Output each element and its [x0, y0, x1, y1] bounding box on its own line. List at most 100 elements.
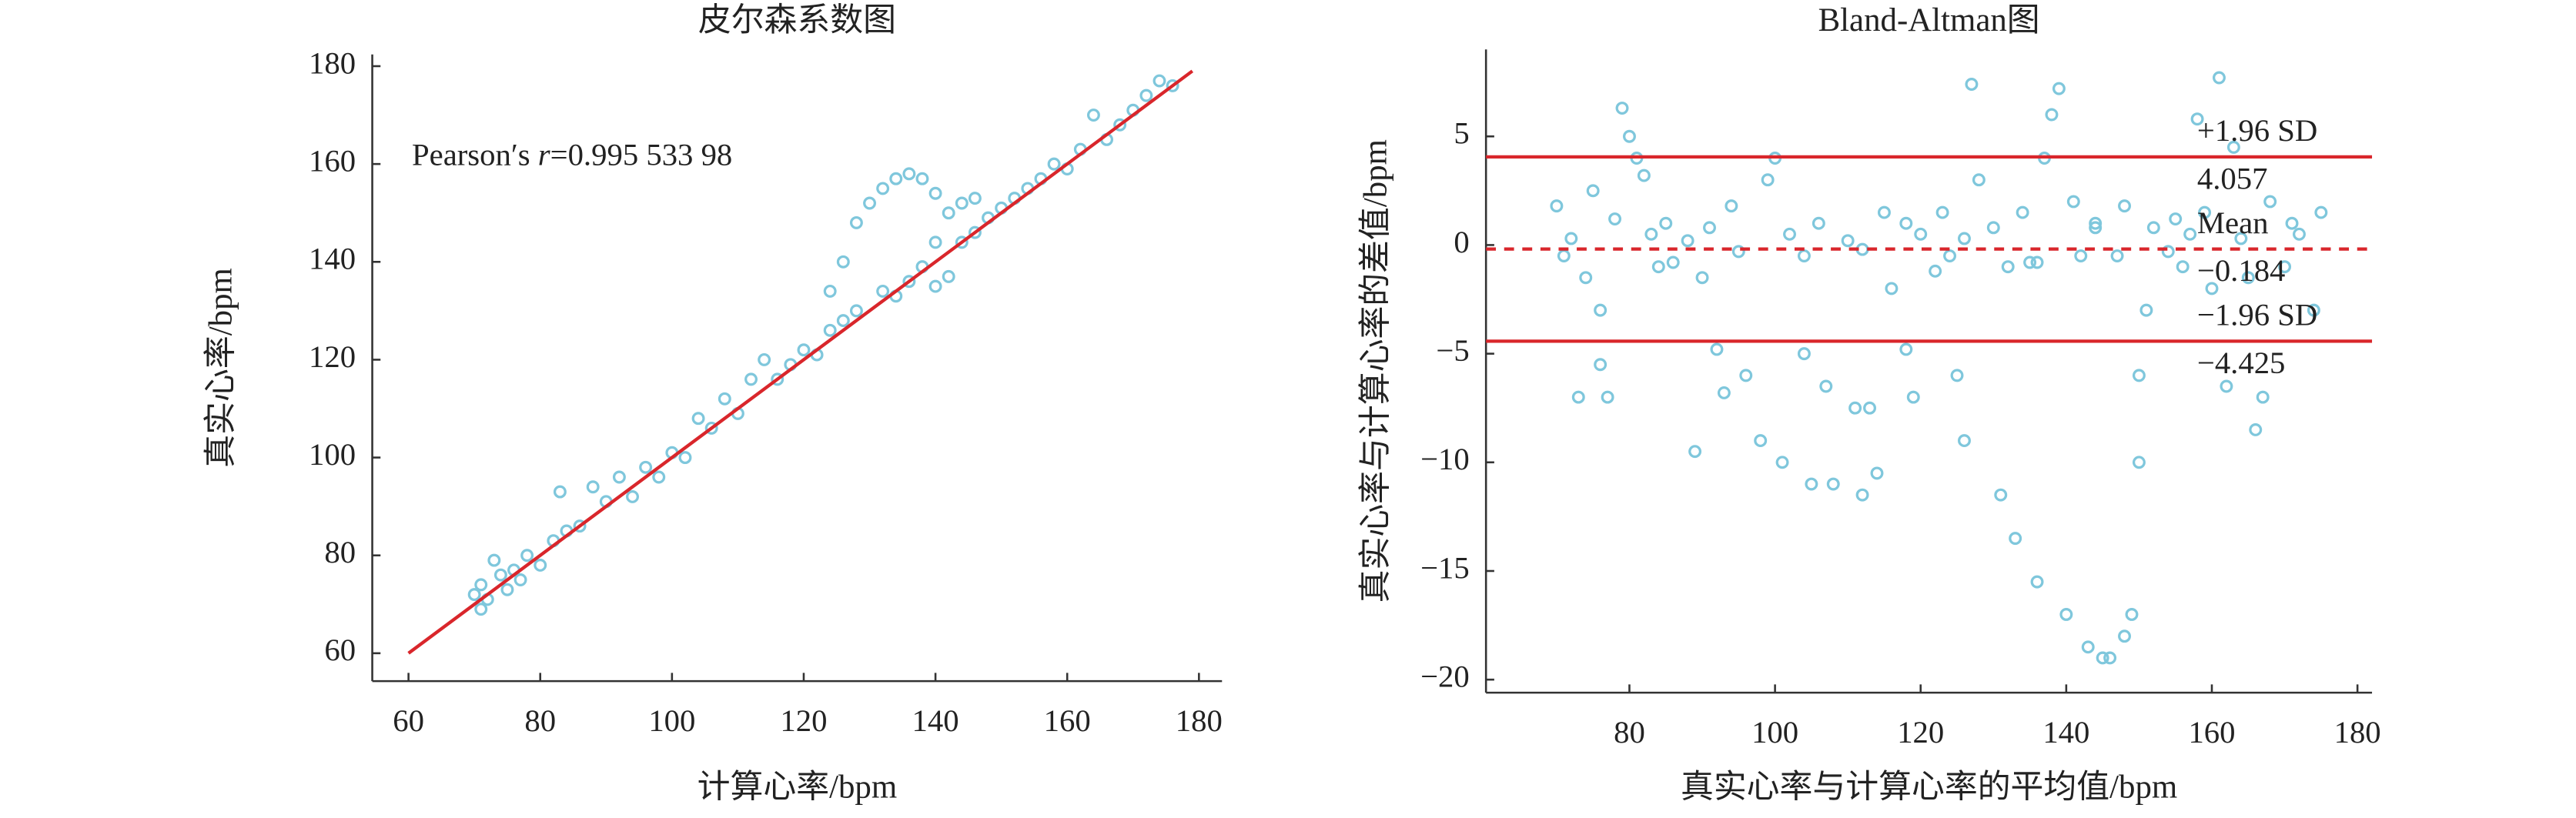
y-tick-label: 5: [1454, 116, 1469, 151]
data-point: [1899, 342, 1913, 356]
data-point: [863, 196, 876, 210]
data-point: [1586, 184, 1600, 198]
data-point: [2023, 255, 2037, 269]
x-tick-label: 160: [2188, 715, 2235, 750]
data-point: [849, 304, 863, 318]
y-tick-label: 160: [309, 143, 356, 178]
data-point: [2016, 205, 2029, 219]
data-point: [1166, 78, 1179, 92]
data-point: [2169, 212, 2183, 226]
data-point: [1754, 434, 1768, 448]
data-point: [1608, 212, 1622, 226]
data-point: [1623, 129, 1636, 143]
data-point: [2139, 303, 2153, 317]
data-point: [2256, 390, 2270, 404]
data-point: [639, 460, 653, 474]
data-point: [2030, 575, 2044, 589]
data-point: [1819, 379, 1833, 393]
data-point: [474, 578, 488, 592]
data-point: [1972, 173, 1986, 187]
data-point: [1906, 390, 1920, 404]
data-point: [2278, 260, 2292, 274]
data-point: [514, 573, 527, 586]
data-point: [2118, 629, 2131, 643]
data-point: [1717, 386, 1731, 399]
data-point: [1688, 445, 1702, 459]
data-point: [493, 568, 507, 582]
data-point: [1681, 234, 1694, 248]
x-tick-label: 180: [2334, 715, 2381, 750]
reference-value: −4.425: [2197, 346, 2286, 380]
data-point: [2030, 255, 2044, 269]
y-tick-label: −15: [1420, 550, 1470, 585]
data-point: [2132, 456, 2146, 469]
data-point: [1935, 205, 1949, 219]
x-tick-label: 100: [648, 703, 695, 738]
data-point: [1848, 401, 1862, 415]
y-tick-label: 80: [324, 535, 356, 569]
data-point: [573, 519, 587, 533]
data-point: [1943, 249, 1957, 263]
data-point: [876, 284, 890, 298]
reference-value: −0.184: [2197, 253, 2286, 288]
y-axis-label: 真实心率/bpm: [202, 268, 239, 468]
data-point: [758, 352, 771, 366]
data-point: [1731, 245, 1745, 259]
data-point: [1870, 466, 1884, 480]
data-point: [467, 588, 481, 602]
data-point: [2263, 195, 2277, 209]
data-point: [1637, 169, 1651, 182]
data-point: [2052, 82, 2066, 95]
data-point: [1783, 227, 1796, 241]
reference-name: −1.96 SD: [2197, 298, 2317, 332]
data-point: [928, 186, 942, 200]
data-point: [823, 284, 837, 298]
data-point: [652, 470, 666, 484]
data-point: [771, 372, 785, 386]
data-point: [1950, 369, 1964, 382]
data-point: [2125, 608, 2139, 621]
data-point: [2009, 532, 2022, 546]
data-point: [1885, 282, 1899, 295]
data-point: [1564, 232, 1578, 245]
data-point: [2001, 260, 2015, 274]
data-point: [2103, 651, 2117, 665]
data-point: [1644, 227, 1658, 241]
data-point: [2220, 379, 2233, 393]
data-point: [1805, 477, 1818, 491]
data-point: [2249, 422, 2263, 436]
data-point: [1615, 102, 1629, 115]
data-point: [718, 392, 731, 406]
data-point: [1725, 199, 1738, 213]
data-point: [1761, 173, 1775, 187]
data-point: [2190, 112, 2204, 126]
data-point: [1739, 369, 1753, 382]
data-point: [2118, 199, 2131, 213]
data-point: [1877, 205, 1891, 219]
y-tick-label: 0: [1454, 225, 1469, 259]
data-point: [1812, 216, 1825, 230]
data-point: [942, 206, 955, 220]
data-point: [1666, 255, 1680, 269]
y-tick-label: 120: [309, 339, 356, 374]
data-point: [797, 343, 811, 357]
x-tick-label: 120: [1897, 715, 1944, 750]
data-point: [2132, 369, 2146, 382]
data-point: [2176, 260, 2190, 274]
data-point: [836, 314, 850, 328]
data-point: [1550, 199, 1564, 213]
data-point: [1986, 221, 2000, 235]
data-point: [2205, 282, 2219, 295]
data-point: [1695, 271, 1709, 285]
data-point: [678, 451, 692, 465]
x-axis-label: 真实心率与计算心率的平均值/bpm: [1681, 768, 2177, 805]
data-point: [1153, 74, 1166, 88]
data-point: [586, 480, 600, 494]
data-point: [744, 372, 758, 386]
x-axis-label: 计算心率/bpm: [698, 768, 898, 805]
data-point: [2146, 221, 2160, 235]
data-point: [1659, 216, 1673, 230]
annotation: Pearson′s r=0.995 533 98: [412, 138, 732, 172]
data-point: [1826, 477, 1840, 491]
